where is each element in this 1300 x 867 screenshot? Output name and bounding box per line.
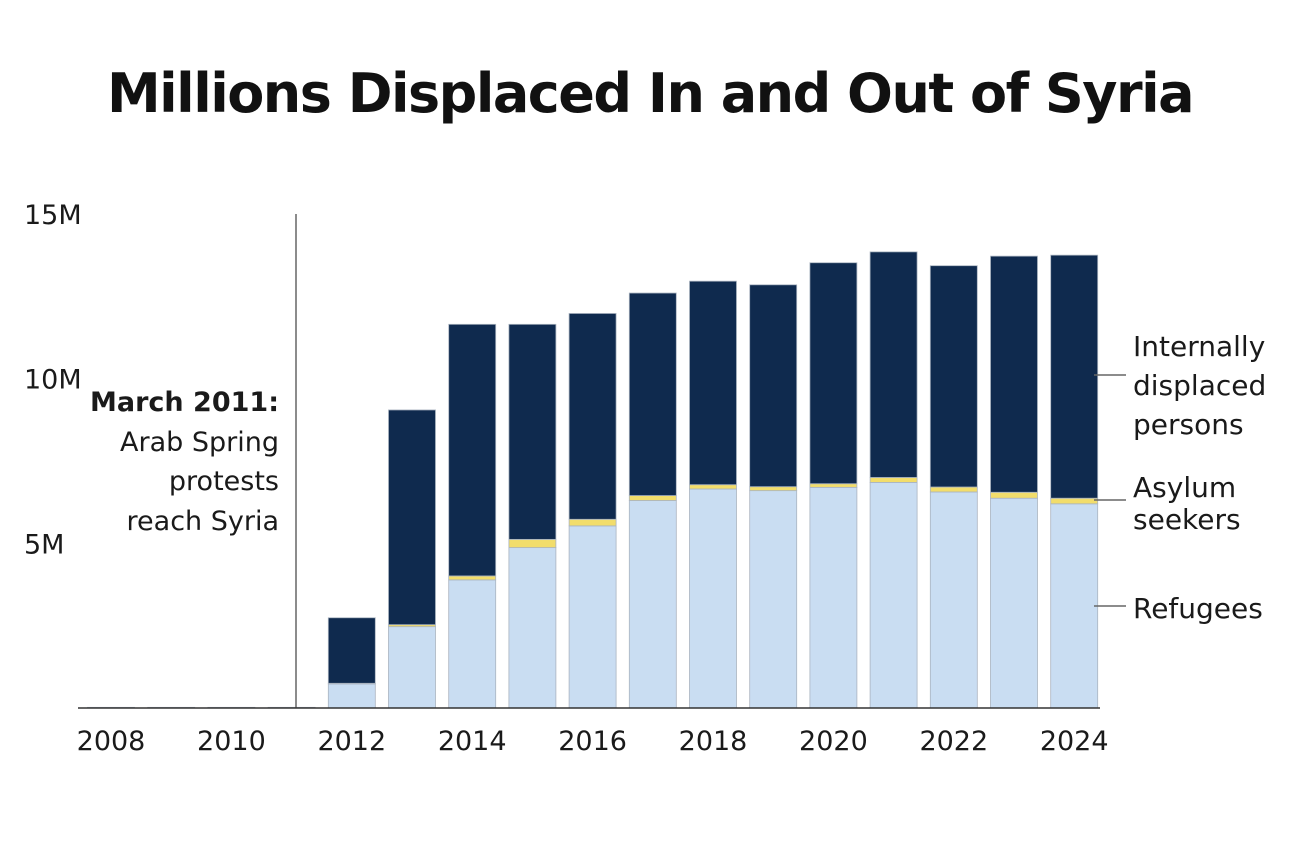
bar-asylum-seekers-2020 [809,483,858,488]
bar-idp-2013 [388,409,436,626]
bar-idp-2016 [568,313,617,520]
bar-asylum-seekers-2019 [749,486,798,492]
x-tick-label: 2008 [77,726,146,757]
legend-idp-line-3: persons [1133,408,1244,441]
bar-asylum-seekers-2018 [689,484,737,490]
x-tick-label: 2012 [317,726,386,757]
bar-refugees-2013 [388,626,436,709]
bar-refugees-2022 [929,491,978,709]
bar-refugees-2017 [628,500,677,709]
bar-asylum-seekers-2016 [568,518,617,527]
annotation-line-3: reach Syria [127,506,279,537]
bar-idp-2012 [327,617,376,684]
legend-refugees-label: Refugees [1133,592,1263,625]
x-tick-label: 2014 [438,726,507,757]
legend-asylum-line-2: seekers [1133,503,1241,536]
bar-idp-2014 [448,323,497,577]
annotation-line-1: Arab Spring [120,427,279,458]
bar-refugees-2018 [689,488,737,709]
bar-asylum-seekers-2017 [628,495,677,501]
y-tick-label: 15M [24,200,82,231]
bar-refugees-2021 [869,482,918,709]
bar-asylum-seekers-2024 [1050,497,1099,505]
bar-idp-2019 [749,284,798,488]
bar-idp-2018 [689,280,737,486]
chart-title: Millions Displaced In and Out of Syria [106,62,1195,125]
bar-asylum-seekers-2021 [869,477,918,483]
bar-idp-2024 [1050,254,1099,499]
x-tick-label: 2020 [799,726,868,757]
x-tick-label: 2016 [558,726,627,757]
y-axis-ticks: 5M 10M 15M [24,200,82,560]
bar-refugees-2024 [1050,503,1099,709]
bar-idp-2022 [929,265,978,488]
x-tick-label: 2024 [1040,726,1109,757]
bar-idp-2015 [508,323,557,540]
bar-asylum-seekers-2015 [508,538,557,549]
bar-refugees-2014 [448,579,497,709]
y-tick-label: 5M [24,529,64,560]
x-tick-label: 2018 [679,726,748,757]
bar-refugees-2015 [508,547,557,709]
y-tick-label: 10M [24,365,82,396]
legend-idp-line-1: Internally [1133,330,1265,363]
bar-refugees-2012 [327,683,376,709]
legend-idp-line-2: displaced [1133,369,1266,402]
bar-asylum-seekers-2014 [448,575,497,581]
x-tick-label: 2010 [197,726,266,757]
bar-refugees-2019 [749,490,798,709]
x-axis-ticks: 2008 2010 2012 2014 2016 2018 2020 2022 2024 [77,726,1109,757]
bar-asylum-seekers-2022 [929,486,978,493]
annotation-heading: March 2011: [90,387,279,418]
bar-idp-2021 [869,251,918,478]
legend-asylum-line-1: Asylum [1133,471,1236,504]
bar-refugees-2016 [568,525,617,709]
bar-asylum-seekers-2023 [990,491,1038,499]
bar-idp-2020 [809,262,858,485]
bar-refugees-2020 [809,486,858,709]
bar-idp-2017 [628,292,677,496]
bar-refugees-2023 [990,497,1038,709]
bar-idp-2023 [990,255,1038,493]
annotation-line-2: protests [169,466,279,497]
x-tick-label: 2022 [919,726,988,757]
